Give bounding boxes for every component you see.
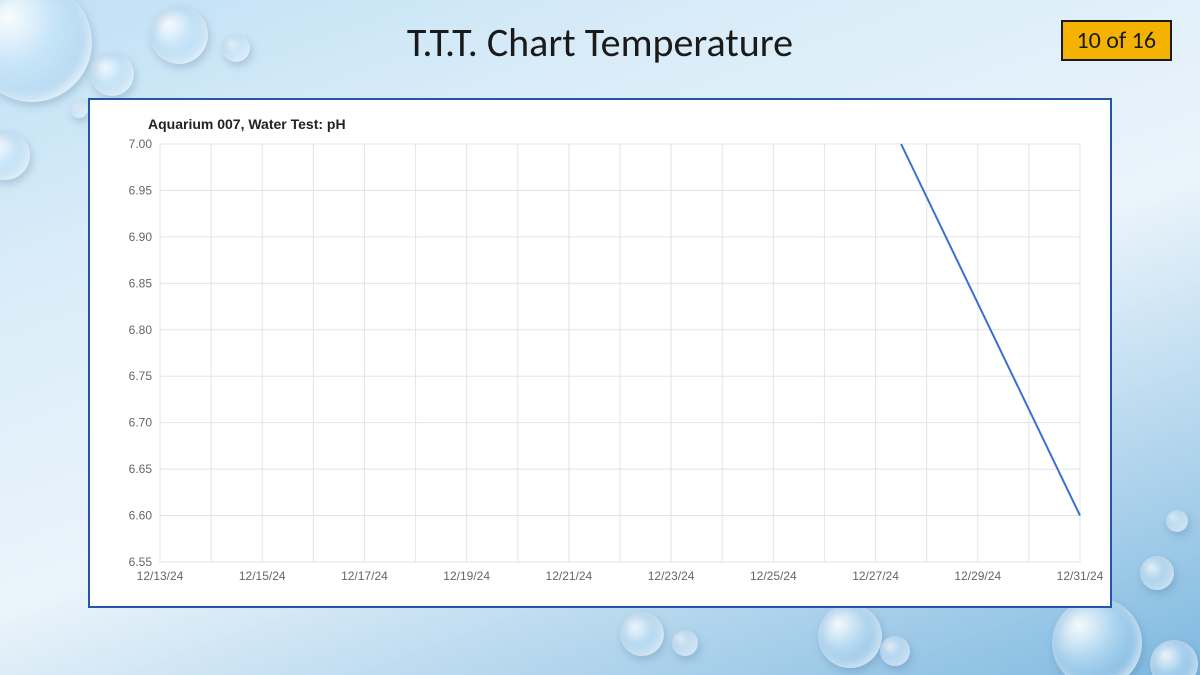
line-chart: 6.55 6.60 6.65 6.70 6.75 6.80 6.85 6.90 6.95 7.00… — [90, 100, 1114, 610]
water-drop-icon — [1150, 640, 1198, 675]
water-drop-icon — [1166, 510, 1188, 532]
x-tick-label: 12/17/24 — [341, 569, 388, 583]
slide-title: T.T.T. Chart Temperature — [0, 18, 1200, 67]
water-drop-icon — [672, 630, 698, 656]
x-tick-label: 12/21/24 — [546, 569, 593, 583]
page-number-badge: 10 of 16 — [1061, 20, 1173, 61]
water-drop-icon — [1140, 556, 1174, 590]
x-tick-label: 12/19/24 — [443, 569, 490, 583]
chart-panel: Aquarium 007, Water Test: pH 6.556.606.6… — [88, 98, 1112, 608]
water-drop-icon — [620, 612, 664, 656]
water-drop-icon — [880, 636, 910, 666]
y-tick-label: 6.55 — [129, 555, 153, 569]
y-tick-label: 6.75 — [129, 369, 153, 383]
x-tick-label: 12/13/24 — [137, 569, 184, 583]
water-drop-icon — [818, 604, 882, 668]
y-tick-label: 7.00 — [129, 137, 153, 151]
y-tick-label: 6.80 — [129, 323, 153, 337]
x-tick-label: 12/31/24 — [1057, 569, 1104, 583]
x-tick-label: 12/25/24 — [750, 569, 797, 583]
y-tick-label: 6.95 — [129, 183, 153, 197]
x-tick-label: 12/29/24 — [954, 569, 1001, 583]
water-drop-icon — [0, 130, 30, 180]
y-tick-label: 6.85 — [129, 276, 153, 290]
y-tick-label: 6.60 — [129, 509, 153, 523]
x-tick-label: 12/27/24 — [852, 569, 899, 583]
water-drop-icon — [70, 100, 88, 118]
slide: T.T.T. Chart Temperature 10 of 16 Aquari… — [0, 0, 1200, 675]
y-tick-label: 6.65 — [129, 462, 153, 476]
y-tick-label: 6.90 — [129, 230, 153, 244]
x-tick-label: 12/23/24 — [648, 569, 695, 583]
y-tick-label: 6.70 — [129, 416, 153, 430]
x-tick-label: 12/15/24 — [239, 569, 286, 583]
